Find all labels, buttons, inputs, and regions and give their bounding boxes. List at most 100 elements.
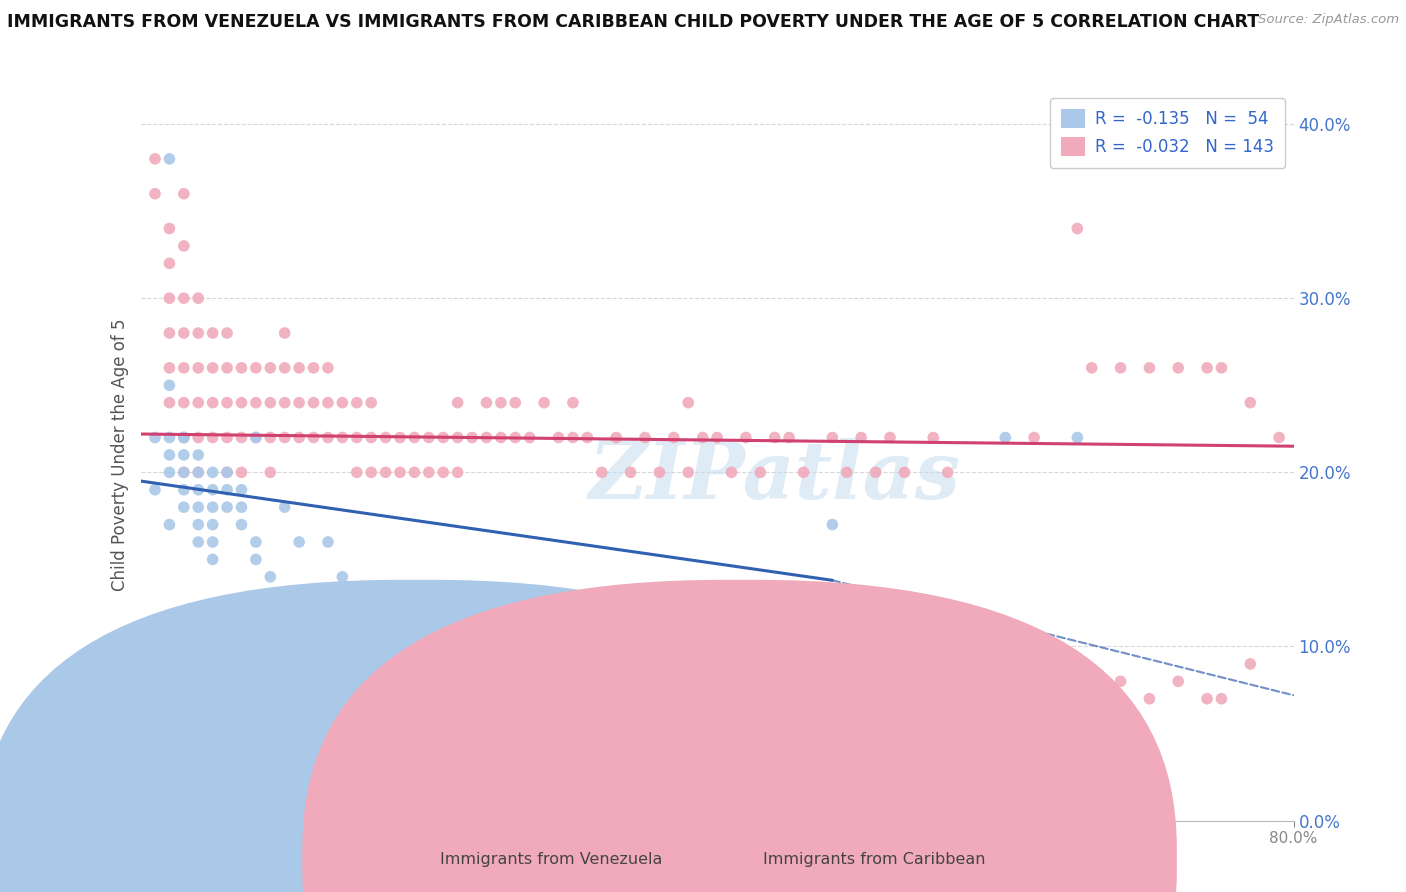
Point: [447, 726, 470, 740]
Point: [159, 360, 180, 375]
Point: [259, 587, 281, 601]
Point: [418, 466, 440, 480]
Legend: R =  -0.135   N =  54, R =  -0.032   N = 143: R = -0.135 N = 54, R = -0.032 N = 143: [1049, 97, 1285, 168]
Point: [302, 430, 325, 444]
Point: [1239, 395, 1261, 409]
Point: [187, 466, 209, 480]
Point: [1195, 691, 1218, 706]
Point: [159, 291, 180, 305]
Point: [778, 430, 800, 444]
Point: [418, 587, 440, 601]
Point: [159, 378, 180, 392]
Point: [432, 430, 454, 444]
Point: [187, 395, 209, 409]
Point: [187, 483, 209, 497]
Point: [965, 674, 987, 689]
Point: [201, 517, 224, 532]
Point: [217, 466, 239, 480]
Point: [187, 360, 209, 375]
Point: [360, 430, 382, 444]
Point: [374, 430, 396, 444]
Point: [994, 430, 1017, 444]
Point: [936, 466, 959, 480]
Point: [489, 430, 512, 444]
Point: [187, 326, 209, 340]
Point: [1038, 674, 1060, 689]
Point: [648, 466, 671, 480]
Point: [201, 395, 224, 409]
Point: [217, 360, 239, 375]
Point: [678, 395, 700, 409]
Point: [388, 430, 411, 444]
Point: [720, 466, 742, 480]
Point: [259, 466, 281, 480]
Point: [143, 483, 166, 497]
Point: [692, 430, 714, 444]
Point: [201, 535, 224, 549]
Point: [562, 395, 585, 409]
Point: [562, 744, 585, 758]
Point: [173, 395, 195, 409]
Point: [159, 395, 180, 409]
Point: [217, 466, 239, 480]
Point: [1195, 360, 1218, 375]
Point: [274, 360, 297, 375]
Point: [346, 430, 368, 444]
Point: [143, 152, 166, 166]
Point: [533, 726, 555, 740]
Point: [302, 587, 325, 601]
Point: [1008, 657, 1031, 671]
Point: [288, 395, 311, 409]
Text: Source: ZipAtlas.com: Source: ZipAtlas.com: [1258, 13, 1399, 27]
Point: [388, 691, 411, 706]
Point: [274, 500, 297, 515]
Point: [259, 395, 281, 409]
Text: Immigrants from Caribbean: Immigrants from Caribbean: [763, 853, 986, 867]
Point: [187, 517, 209, 532]
Point: [231, 483, 253, 497]
Point: [302, 360, 325, 375]
Point: [259, 570, 281, 584]
Point: [288, 360, 311, 375]
Point: [332, 395, 354, 409]
Point: [159, 430, 180, 444]
Point: [821, 517, 844, 532]
Y-axis label: Child Poverty Under the Age of 5: Child Poverty Under the Age of 5: [111, 318, 129, 591]
Point: [404, 466, 426, 480]
Point: [274, 430, 297, 444]
Text: IMMIGRANTS FROM VENEZUELA VS IMMIGRANTS FROM CARIBBEAN CHILD POVERTY UNDER THE A: IMMIGRANTS FROM VENEZUELA VS IMMIGRANTS …: [7, 13, 1260, 31]
Point: [634, 430, 657, 444]
Text: Immigrants from Venezuela: Immigrants from Venezuela: [440, 853, 662, 867]
Point: [662, 430, 685, 444]
Point: [217, 483, 239, 497]
Point: [879, 430, 901, 444]
Point: [173, 466, 195, 480]
Point: [231, 466, 253, 480]
Point: [245, 395, 267, 409]
Point: [173, 430, 195, 444]
Point: [994, 674, 1017, 689]
Text: ZIPatlas: ZIPatlas: [589, 438, 960, 516]
Point: [793, 466, 815, 480]
Point: [835, 466, 858, 480]
Point: [201, 430, 224, 444]
Point: [187, 466, 209, 480]
Point: [231, 517, 253, 532]
Point: [316, 535, 339, 549]
Point: [994, 657, 1017, 671]
Point: [231, 430, 253, 444]
Point: [706, 430, 728, 444]
Point: [447, 430, 470, 444]
Point: [922, 430, 945, 444]
Point: [1066, 430, 1088, 444]
Point: [374, 466, 396, 480]
Point: [159, 256, 180, 270]
Point: [1167, 360, 1189, 375]
Point: [1239, 657, 1261, 671]
Point: [1211, 691, 1233, 706]
Point: [346, 466, 368, 480]
Point: [259, 360, 281, 375]
Point: [475, 430, 498, 444]
Point: [231, 395, 253, 409]
Point: [489, 709, 512, 723]
